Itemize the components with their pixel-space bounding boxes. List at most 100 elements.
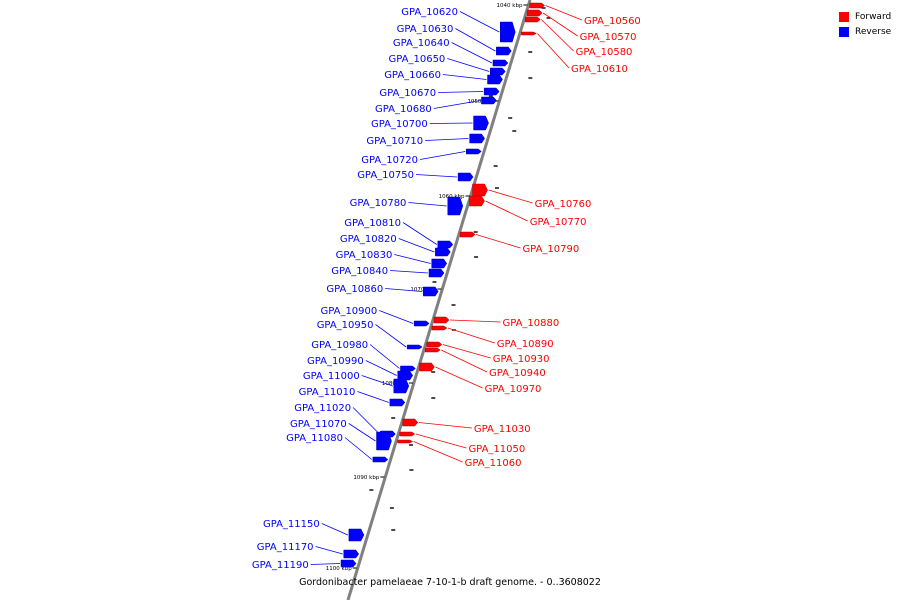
reverse-gene-label[interactable]: GPA_10640 (393, 38, 450, 49)
forward-gene-label[interactable]: GPA_10790 (522, 244, 579, 255)
reverse-gene-connector (419, 151, 466, 160)
forward-gene-connector (413, 441, 463, 463)
reverse-gene-label[interactable]: GPA_10620 (401, 7, 458, 18)
forward-gene-feature[interactable] (529, 2, 545, 9)
reverse-gene-feature[interactable] (397, 370, 414, 381)
forward-gene-feature[interactable] (397, 439, 414, 444)
reverse-gene-label[interactable]: GPA_11190 (252, 560, 309, 571)
forward-gene-label[interactable]: GPA_10930 (493, 354, 550, 365)
reverse-gene-label[interactable]: GPA_10840 (331, 266, 388, 277)
reverse-gene-feature[interactable] (496, 46, 512, 56)
reverse-gene-label[interactable]: GPA_11000 (303, 371, 360, 382)
reverse-gene-feature[interactable] (406, 344, 423, 350)
forward-gene-label[interactable]: GPA_10760 (535, 199, 592, 210)
reverse-gene-feature[interactable] (422, 286, 439, 297)
forward-gene-label[interactable]: GPA_10880 (502, 318, 559, 329)
reverse-gene-connector (429, 122, 473, 124)
reverse-gene-connector (369, 344, 400, 369)
reverse-gene-label[interactable]: GPA_10710 (366, 136, 423, 147)
forward-gene-label[interactable]: GPA_10940 (489, 368, 546, 379)
reverse-gene-label[interactable]: GPA_10630 (397, 24, 454, 35)
forward-gene-label[interactable]: GPA_11060 (465, 458, 522, 469)
forward-gene-label[interactable]: GPA_11030 (474, 424, 531, 435)
reverse-gene-feature[interactable] (372, 456, 389, 463)
reverse-gene-label[interactable]: GPA_10900 (320, 306, 377, 317)
reverse-gene-label[interactable]: GPA_11080 (286, 433, 343, 444)
reverse-gene-feature[interactable] (469, 133, 485, 144)
reverse-gene-label[interactable]: GPA_10950 (317, 320, 374, 331)
reverse-gene-label[interactable]: GPA_10670 (379, 88, 436, 99)
reverse-gene-label[interactable]: GPA_10700 (371, 119, 428, 130)
reverse-gene-label[interactable]: GPA_10660 (384, 70, 441, 81)
forward-gene-label[interactable]: GPA_10970 (485, 384, 542, 395)
reverse-gene-label[interactable]: GPA_10810 (344, 218, 401, 229)
reverse-gene-feature[interactable] (481, 96, 497, 105)
reverse-gene-connector (390, 270, 429, 274)
reverse-gene-feature[interactable] (348, 528, 365, 542)
reverse-gene-feature[interactable] (457, 172, 474, 182)
forward-gene-feature[interactable] (521, 31, 537, 36)
forward-gene-feature[interactable] (402, 418, 419, 427)
reverse-gene-label[interactable]: GPA_10780 (350, 198, 407, 209)
reverse-gene-feature[interactable] (340, 559, 357, 568)
reverse-gene-label[interactable]: GPA_10650 (389, 54, 446, 65)
forward-gene-feature[interactable] (426, 341, 443, 348)
forward-gene-label[interactable]: GPA_11050 (468, 444, 525, 455)
reverse-gene-connector (433, 100, 481, 109)
reverse-gene-feature[interactable] (437, 240, 454, 249)
reverse-gene-feature[interactable] (376, 431, 392, 451)
reverse-gene-feature[interactable] (435, 247, 451, 257)
reverse-gene-feature[interactable] (393, 378, 410, 394)
forward-gene-feature[interactable] (424, 347, 441, 353)
forward-gene-feature[interactable] (525, 16, 541, 23)
forward-gene-feature[interactable] (459, 231, 476, 238)
reverse-gene-label[interactable]: GPA_11170 (257, 542, 314, 553)
reverse-gene-label[interactable]: GPA_10980 (311, 340, 368, 351)
reverse-gene-feature[interactable] (483, 87, 500, 96)
reverse-gene-label[interactable]: GPA_10720 (361, 155, 418, 166)
forward-gene-connector (537, 33, 570, 69)
forward-gene-feature[interactable] (431, 325, 448, 331)
reverse-gene-label[interactable]: GPA_10860 (326, 284, 383, 295)
reverse-gene-feature[interactable] (473, 115, 489, 131)
reverse-gene-label[interactable]: GPA_10750 (357, 170, 414, 181)
reverse-gene-feature[interactable] (487, 74, 503, 85)
reverse-gene-feature[interactable] (466, 148, 482, 155)
legend-label-reverse: Reverse (855, 26, 892, 37)
legend-item-forward: Forward (839, 9, 891, 24)
forward-gene-label[interactable]: GPA_10560 (584, 16, 641, 27)
reverse-gene-connector (438, 91, 484, 93)
reverse-gene-feature[interactable] (500, 21, 516, 43)
reverse-gene-feature[interactable] (400, 365, 416, 372)
reverse-gene-label[interactable]: GPA_11070 (290, 419, 347, 430)
forward-gene-feature[interactable] (399, 431, 416, 437)
reverse-gene-label[interactable]: GPA_10990 (307, 356, 364, 367)
forward-gene-feature[interactable] (526, 9, 543, 17)
reverse-gene-feature[interactable] (413, 320, 430, 327)
reverse-gene-label[interactable]: GPA_11150 (263, 519, 320, 530)
reverse-gene-feature[interactable] (447, 196, 464, 216)
forward-gene-feature[interactable] (433, 316, 450, 324)
forward-gene-connector (541, 19, 574, 52)
forward-gene-connector (442, 344, 491, 359)
forward-gene-label[interactable]: GPA_10610 (571, 64, 628, 75)
forward-gene-feature[interactable] (472, 183, 488, 197)
reverse-gene-label[interactable]: GPA_10680 (375, 104, 432, 115)
forward-gene-label[interactable]: GPA_10570 (580, 32, 637, 43)
reverse-gene-feature[interactable] (428, 268, 445, 278)
forward-gene-label[interactable]: GPA_10580 (576, 47, 633, 58)
reverse-gene-feature[interactable] (492, 59, 509, 67)
reverse-gene-feature[interactable] (343, 549, 360, 559)
reverse-gene-label[interactable]: GPA_10830 (336, 250, 393, 261)
reverse-gene-feature[interactable] (490, 67, 506, 76)
reverse-gene-feature[interactable] (431, 258, 448, 269)
reverse-gene-feature[interactable] (389, 398, 406, 407)
reverse-gene-label[interactable]: GPA_11010 (299, 387, 356, 398)
forward-gene-feature[interactable] (419, 362, 435, 372)
reverse-gene-label[interactable]: GPA_11020 (294, 403, 351, 414)
forward-gene-label[interactable]: GPA_10770 (530, 217, 587, 228)
reverse-gene-connector (455, 28, 496, 52)
reverse-gene-label[interactable]: GPA_10820 (340, 234, 397, 245)
forward-gene-label[interactable]: GPA_10890 (497, 339, 554, 350)
forward-gene-feature[interactable] (469, 195, 485, 207)
